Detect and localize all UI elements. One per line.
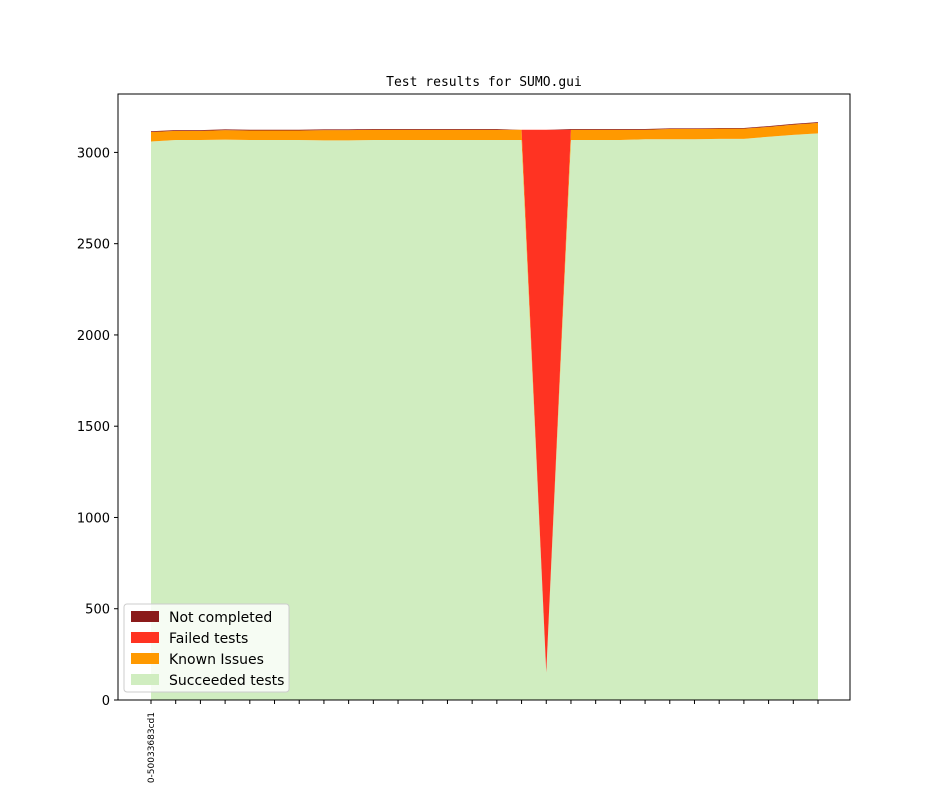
- legend-label: Succeeded tests: [169, 673, 284, 689]
- y-tick-label: 1500: [77, 420, 110, 435]
- legend-swatch: [131, 632, 159, 643]
- y-tick-label: 3000: [77, 146, 110, 161]
- y-tick-label: 2500: [77, 238, 110, 253]
- x-axis: 0-50033683cd1: [147, 700, 819, 783]
- area-succeeded-tests: [151, 133, 818, 700]
- legend: Not completed Failed tests Known Issues Suc…: [123, 603, 290, 693]
- chart-title: Test results for SUMO.gui: [386, 75, 582, 90]
- legend-label: Known Issues: [169, 652, 264, 668]
- y-tick-label: 500: [85, 603, 110, 618]
- y-tick-label: 0: [102, 694, 110, 709]
- series-areas: [151, 122, 818, 700]
- plot-frame: [117, 93, 851, 701]
- y-tick-label: 1000: [77, 511, 110, 526]
- legend-label: Not completed: [169, 610, 272, 626]
- y-axis: 0 500 1000 1500 2000 2500 3000: [77, 146, 118, 709]
- legend-box: [123, 603, 290, 693]
- legend-label: Failed tests: [169, 631, 248, 647]
- area-not-completed: [151, 122, 818, 132]
- y-tick-label: 2000: [77, 329, 110, 344]
- x-tick-label: 0-50033683cd1: [147, 712, 157, 783]
- legend-swatch: [131, 653, 159, 664]
- legend-swatch: [131, 674, 159, 685]
- legend-swatch: [131, 611, 159, 622]
